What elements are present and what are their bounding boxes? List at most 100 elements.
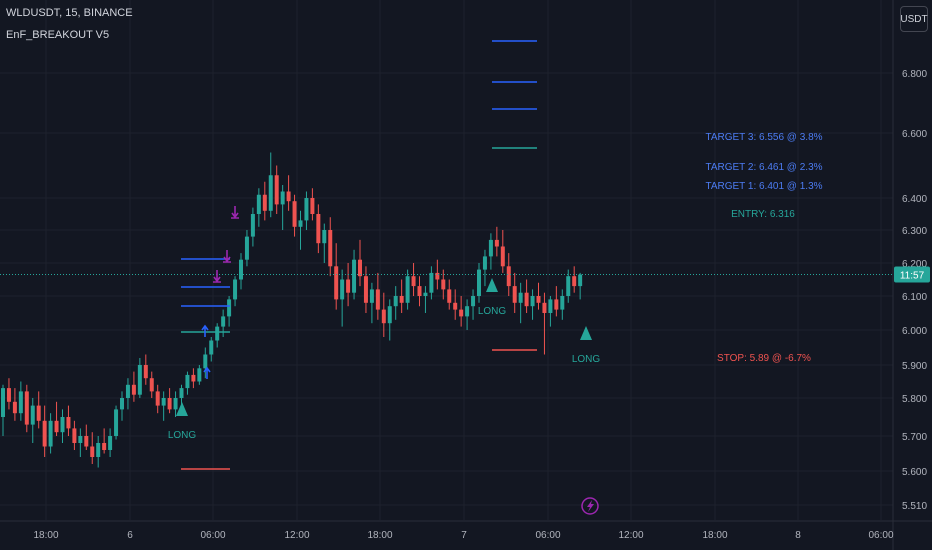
candle-body: [161, 398, 166, 406]
y-tick-label: 6.600: [902, 129, 927, 140]
candle-body: [114, 409, 119, 436]
candle-body: [78, 436, 83, 443]
interval-label: 15: [65, 7, 78, 19]
candle-body: [149, 378, 154, 392]
candle-body: [429, 272, 434, 293]
candle-body: [292, 201, 297, 227]
candle-body: [423, 292, 428, 296]
candle-body: [506, 266, 511, 287]
y-tick-label: 5.700: [902, 432, 927, 443]
candle-body: [173, 398, 178, 410]
candle-body: [352, 259, 357, 293]
candle-body: [548, 299, 553, 313]
candle-body: [536, 296, 541, 303]
currency-button[interactable]: USDT: [900, 6, 928, 32]
candle-body: [72, 428, 77, 443]
candle-body: [435, 272, 440, 280]
current-price-label: 11:57: [900, 271, 925, 282]
candle-body: [477, 269, 481, 296]
candle-body: [381, 309, 386, 324]
candle-body: [310, 198, 315, 214]
candle-body: [185, 374, 190, 389]
x-tick-label: 12:00: [618, 530, 643, 541]
candle-body: [518, 292, 523, 303]
x-tick-label: 18:00: [33, 530, 58, 541]
level-label-target-2: TARGET 2: 6.461 @ 2.3%: [705, 162, 822, 173]
lightning-icon: [581, 497, 599, 515]
current-price-badge: [894, 266, 930, 283]
candle-body: [554, 299, 559, 310]
candle-body: [524, 292, 529, 307]
candle-body: [441, 279, 446, 290]
y-tick-label: 6.200: [902, 259, 927, 270]
candle-body: [465, 306, 470, 317]
candle-body: [298, 220, 303, 227]
y-tick-label: 6.300: [902, 226, 927, 237]
candle-body: [197, 368, 202, 382]
level-label-target-1: TARGET 1: 6.401 @ 1.3%: [705, 181, 822, 192]
candle-body: [18, 391, 23, 414]
candle-body: [191, 374, 196, 382]
candle-body: [322, 230, 327, 244]
candle-body: [239, 259, 243, 280]
y-tick-label: 6.100: [902, 292, 927, 303]
candle-body: [42, 420, 47, 447]
candle-body: [447, 289, 452, 303]
candle-body: [488, 239, 493, 257]
candle-body: [500, 246, 505, 267]
level-label-target-3: TARGET 3: 6.556 @ 3.8%: [705, 132, 822, 143]
candle-body: [340, 279, 345, 300]
candle-body: [48, 420, 53, 447]
candle-body: [494, 239, 499, 247]
candle-body: [250, 214, 255, 237]
candle-body: [268, 175, 273, 211]
candle-body: [566, 276, 571, 296]
candle-body: [6, 388, 11, 402]
breakout-arrow: [223, 250, 231, 263]
candle-body: [137, 365, 142, 395]
long-signal-label: LONG: [168, 430, 197, 441]
candle-body: [36, 405, 41, 421]
candle-body: [60, 417, 65, 433]
x-tick-label: 06:00: [535, 530, 560, 541]
candle-body: [512, 286, 517, 303]
candle-body: [120, 398, 124, 410]
candle-body: [286, 191, 291, 202]
candle-body: [387, 306, 392, 324]
x-tick-label: 06:00: [868, 530, 893, 541]
breakout-arrow: [201, 324, 209, 337]
candle-body: [471, 296, 476, 307]
long-signal-label: LONG: [478, 306, 507, 317]
x-tick-label: 8: [795, 530, 801, 541]
candle-body: [66, 417, 71, 429]
candle-body: [375, 289, 380, 310]
candle-body: [244, 236, 249, 260]
candle-body: [12, 401, 17, 414]
breakout-arrow: [213, 270, 221, 283]
indicator-label[interactable]: EnF_BREAKOUT V5: [6, 29, 110, 41]
candle-body: [179, 388, 184, 398]
x-tick-label: 18:00: [367, 530, 392, 541]
x-tick-label: 6: [127, 530, 133, 541]
candle-body: [274, 175, 279, 205]
candle-body: [54, 420, 59, 433]
y-tick-label: 6.400: [902, 194, 927, 205]
x-tick-label: 12:00: [284, 530, 309, 541]
candle-body: [363, 276, 368, 303]
long-signal-label: LONG: [572, 354, 601, 365]
candle-body: [131, 384, 136, 395]
candle-body: [411, 276, 416, 287]
candle-body: [453, 302, 458, 310]
candle-body: [233, 279, 238, 300]
candle-body: [572, 276, 577, 287]
y-tick-label: 5.510: [902, 501, 927, 512]
y-tick-label: 5.800: [902, 394, 927, 405]
candle-body: [542, 302, 547, 313]
candle-body: [530, 296, 535, 307]
candle-body: [399, 296, 404, 303]
candle-body: [304, 198, 309, 221]
candle-body: [280, 191, 285, 205]
candle-body: [102, 443, 107, 450]
